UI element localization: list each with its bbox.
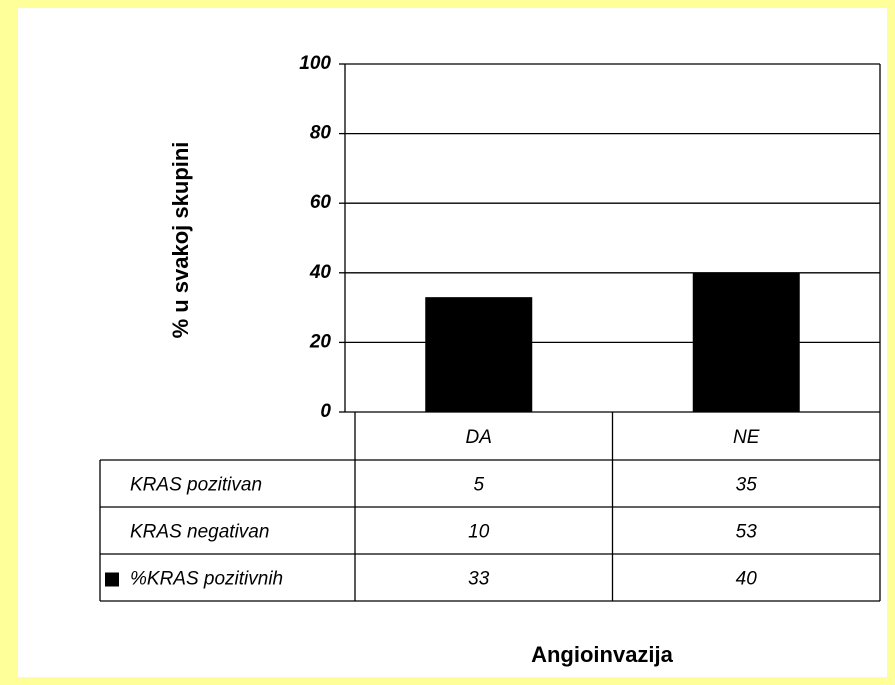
x-axis-title: Angioinvazija <box>531 642 674 667</box>
row-label: KRAS negativan <box>130 522 269 543</box>
table-cell: 33 <box>468 569 490 590</box>
y-tick-label: 80 <box>310 123 332 144</box>
legend-key <box>105 572 119 587</box>
x-tick-label: DA <box>466 427 492 448</box>
table-cell: 53 <box>736 522 758 543</box>
table-cell: 40 <box>736 569 758 590</box>
table-cell: 35 <box>736 475 758 496</box>
row-label: %KRAS pozitivnih <box>130 569 283 590</box>
x-tick-label: NE <box>733 427 760 448</box>
y-axis-title: % u svakoj skupini <box>168 142 193 339</box>
y-tick-label: 60 <box>310 192 332 213</box>
bar <box>425 297 533 412</box>
y-tick-label: 40 <box>309 262 332 283</box>
bar <box>692 272 800 412</box>
y-tick-label: 20 <box>309 331 332 352</box>
table-cell: 10 <box>468 522 490 543</box>
y-tick-label: 100 <box>299 53 331 74</box>
row-label: KRAS pozitivan <box>130 475 262 496</box>
y-tick-label: 0 <box>320 401 331 422</box>
table-cell: 5 <box>473 475 484 496</box>
